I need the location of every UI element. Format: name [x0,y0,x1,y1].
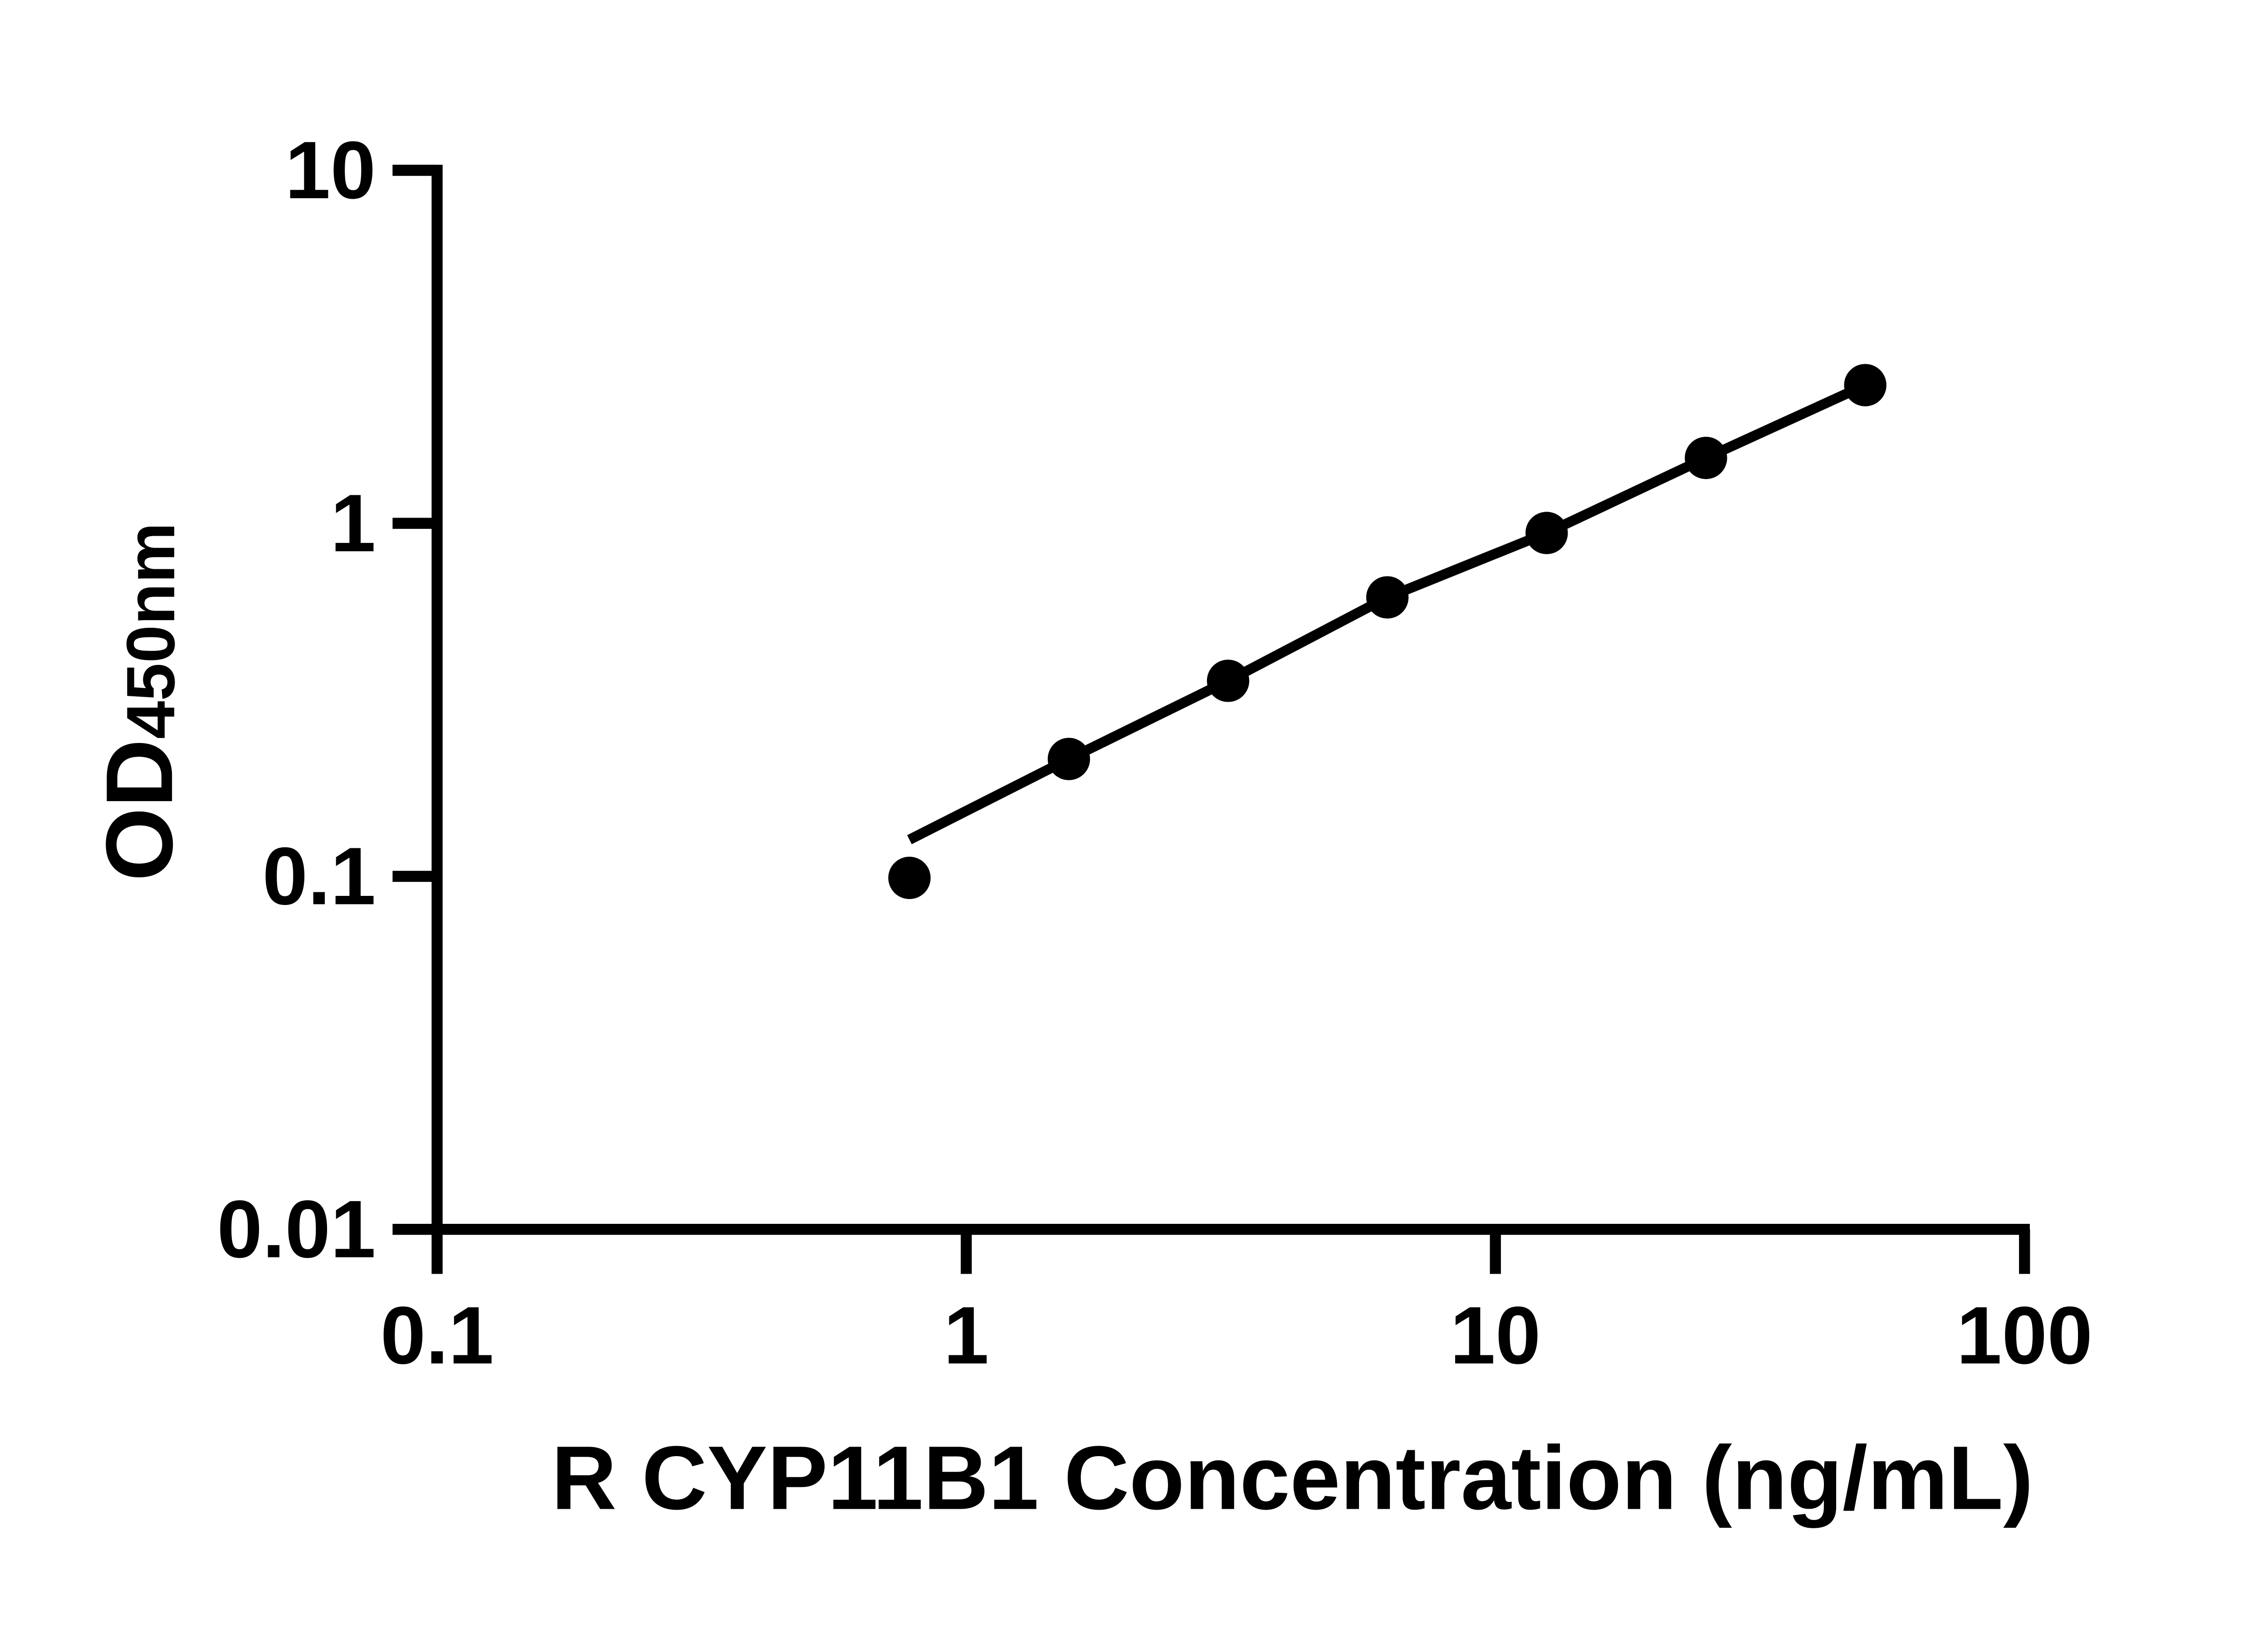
data-point [888,856,931,899]
data-point [1207,660,1250,702]
chart-background [0,22,2268,1611]
y-tick-label: 0.01 [217,1184,376,1275]
y-tick-label: 1 [330,478,376,569]
data-point [1685,436,1727,479]
data-point [1525,512,1568,554]
y-axis-title-subscript: 450nm [112,523,189,739]
data-points [888,364,1887,899]
y-axis-title-main: OD [87,739,192,881]
x-axis-title: R CYP11B1 Concentration (ng/mL) [552,1428,2033,1529]
data-point [1366,576,1409,619]
tick-marks [392,165,2030,1274]
x-tick-label: 1 [943,1290,989,1381]
y-tick-label: 10 [285,125,376,216]
x-tick-label: 100 [1956,1290,2092,1381]
data-point [1047,738,1090,780]
x-tick-label: 0.1 [381,1290,494,1381]
y-axis-title: OD450nm [87,523,192,881]
y-tick-label: 0.1 [262,831,376,922]
data-point [1844,364,1887,406]
x-tick-label: 10 [1450,1290,1541,1381]
